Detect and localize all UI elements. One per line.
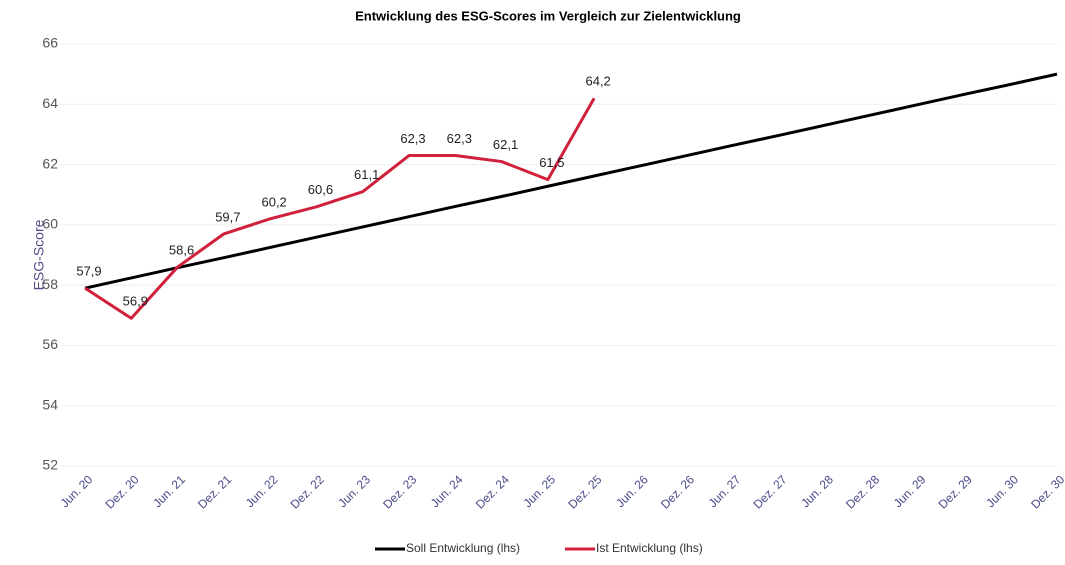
data-label: 61,5	[539, 155, 564, 170]
data-label: 59,7	[215, 209, 240, 224]
y-axis-title: ESG-Score	[31, 219, 47, 290]
data-label: 58,6	[169, 242, 194, 257]
x-tick-label: Jun. 24	[428, 472, 466, 510]
legend-label: Soll Entwicklung (lhs)	[406, 541, 520, 555]
legend-label: Ist Entwicklung (lhs)	[596, 541, 703, 555]
data-label: 64,2	[585, 74, 610, 89]
x-tick-label: Dez. 29	[936, 472, 975, 511]
x-tick-label: Jun. 20	[58, 472, 96, 510]
x-tick-label: Jun. 26	[613, 472, 651, 510]
y-tick-label: 60	[42, 216, 58, 232]
x-tick-label: Jun. 28	[798, 472, 836, 510]
x-tick-label: Dez. 26	[658, 472, 697, 511]
series-line	[84, 72, 1058, 290]
y-tick-label: 54	[42, 396, 58, 412]
data-label: 56,9	[123, 294, 148, 309]
y-tick-label: 62	[42, 155, 58, 171]
x-tick-label: Dez. 27	[751, 472, 790, 511]
x-tick-label: Jun. 30	[983, 472, 1021, 510]
x-tick-label: Jun. 29	[891, 472, 929, 510]
x-tick-label: Jun. 21	[150, 472, 188, 510]
data-label: 60,2	[261, 194, 286, 209]
data-label: 62,3	[447, 131, 472, 146]
chart-title: Entwicklung des ESG-Scores im Vergleich …	[355, 8, 741, 23]
y-tick-label: 52	[42, 457, 58, 473]
y-tick-label: 56	[42, 336, 58, 352]
data-label: 61,1	[354, 167, 379, 182]
data-label: 62,1	[493, 137, 518, 152]
x-tick-label: Dez. 20	[103, 472, 142, 511]
series-line	[84, 97, 596, 320]
y-tick-label: 64	[42, 95, 58, 111]
x-tick-label: Jun. 27	[706, 472, 744, 510]
x-tick-label: Dez. 22	[288, 472, 327, 511]
data-label: 60,6	[308, 182, 333, 197]
x-tick-label: Jun. 22	[243, 472, 281, 510]
x-tick-label: Dez. 24	[473, 472, 512, 511]
y-tick-label: 66	[42, 35, 58, 51]
x-tick-label: Dez. 23	[380, 472, 419, 511]
x-tick-label: Dez. 25	[565, 472, 604, 511]
y-tick-label: 58	[42, 276, 58, 292]
x-tick-label: Dez. 28	[843, 472, 882, 511]
x-tick-label: Dez. 21	[195, 472, 234, 511]
x-tick-label: Dez. 30	[1028, 472, 1065, 511]
x-tick-label: Jun. 25	[520, 472, 558, 510]
x-tick-label: Jun. 23	[335, 472, 373, 510]
data-label: 57,9	[76, 264, 101, 279]
data-label: 62,3	[400, 131, 425, 146]
